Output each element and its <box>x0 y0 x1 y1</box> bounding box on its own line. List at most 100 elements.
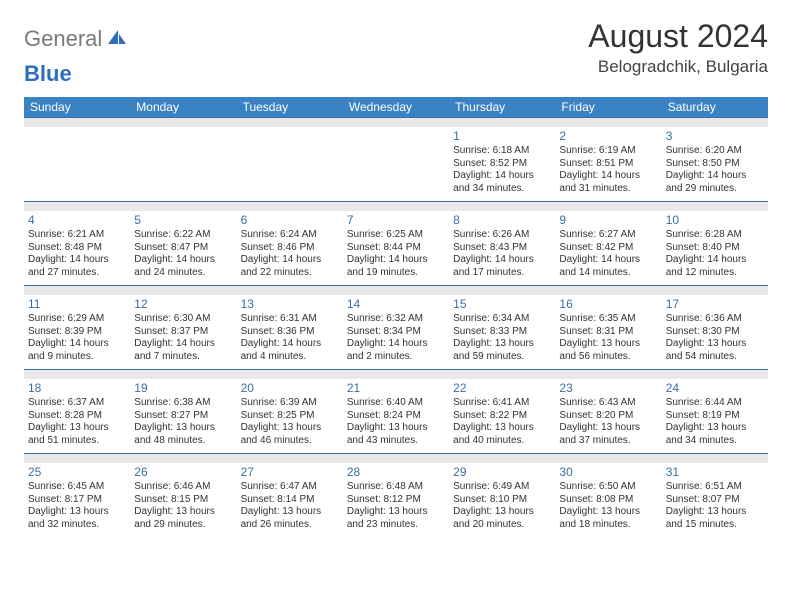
daylight-text: and 7 minutes. <box>134 351 232 364</box>
logo: General <box>24 26 130 52</box>
sunset-text: Sunset: 8:15 PM <box>134 494 232 507</box>
day-number: 30 <box>559 465 657 480</box>
day-number: 12 <box>134 297 232 312</box>
day-number: 17 <box>666 297 764 312</box>
day-number: 4 <box>28 213 126 228</box>
sunrise-text: Sunrise: 6:30 AM <box>134 313 232 326</box>
day-cell: 26Sunrise: 6:46 AMSunset: 8:15 PMDayligh… <box>130 463 236 537</box>
day-header: Friday <box>555 97 661 117</box>
sunset-text: Sunset: 8:27 PM <box>134 410 232 423</box>
sunrise-text: Sunrise: 6:36 AM <box>666 313 764 326</box>
sunset-text: Sunset: 8:07 PM <box>666 494 764 507</box>
day-number: 8 <box>453 213 551 228</box>
day-cell: 15Sunrise: 6:34 AMSunset: 8:33 PMDayligh… <box>449 295 555 369</box>
day-cell: 14Sunrise: 6:32 AMSunset: 8:34 PMDayligh… <box>343 295 449 369</box>
sunset-text: Sunset: 8:30 PM <box>666 326 764 339</box>
sunset-text: Sunset: 8:17 PM <box>28 494 126 507</box>
day-cell: 20Sunrise: 6:39 AMSunset: 8:25 PMDayligh… <box>237 379 343 453</box>
sunrise-text: Sunrise: 6:24 AM <box>241 229 339 242</box>
day-number: 20 <box>241 381 339 396</box>
day-number: 21 <box>347 381 445 396</box>
day-cell: 4Sunrise: 6:21 AMSunset: 8:48 PMDaylight… <box>24 211 130 285</box>
daylight-text: and 34 minutes. <box>666 435 764 448</box>
empty-day <box>343 127 449 201</box>
sunset-text: Sunset: 8:48 PM <box>28 242 126 255</box>
day-header: Tuesday <box>237 97 343 117</box>
day-cell: 13Sunrise: 6:31 AMSunset: 8:36 PMDayligh… <box>237 295 343 369</box>
daylight-text: Daylight: 13 hours <box>241 422 339 435</box>
sunset-text: Sunset: 8:31 PM <box>559 326 657 339</box>
day-cell: 21Sunrise: 6:40 AMSunset: 8:24 PMDayligh… <box>343 379 449 453</box>
day-number: 31 <box>666 465 764 480</box>
sunset-text: Sunset: 8:52 PM <box>453 158 551 171</box>
day-number: 7 <box>347 213 445 228</box>
sunset-text: Sunset: 8:51 PM <box>559 158 657 171</box>
daylight-text: Daylight: 14 hours <box>559 170 657 183</box>
title-block: August 2024 Belogradchik, Bulgaria <box>588 18 768 77</box>
sunrise-text: Sunrise: 6:22 AM <box>134 229 232 242</box>
day-cell: 17Sunrise: 6:36 AMSunset: 8:30 PMDayligh… <box>662 295 768 369</box>
daylight-text: Daylight: 13 hours <box>347 422 445 435</box>
daylight-text: Daylight: 13 hours <box>666 422 764 435</box>
week-separator <box>24 453 768 463</box>
daylight-text: and 40 minutes. <box>453 435 551 448</box>
daylight-text: and 22 minutes. <box>241 267 339 280</box>
sunset-text: Sunset: 8:50 PM <box>666 158 764 171</box>
day-number: 18 <box>28 381 126 396</box>
daylight-text: and 9 minutes. <box>28 351 126 364</box>
sunset-text: Sunset: 8:08 PM <box>559 494 657 507</box>
daylight-text: Daylight: 13 hours <box>666 338 764 351</box>
day-number: 15 <box>453 297 551 312</box>
day-number: 9 <box>559 213 657 228</box>
day-number: 28 <box>347 465 445 480</box>
sunset-text: Sunset: 8:46 PM <box>241 242 339 255</box>
sunset-text: Sunset: 8:47 PM <box>134 242 232 255</box>
sunrise-text: Sunrise: 6:25 AM <box>347 229 445 242</box>
day-header: Thursday <box>449 97 555 117</box>
month-title: August 2024 <box>588 18 768 55</box>
daylight-text: and 18 minutes. <box>559 519 657 532</box>
sunset-text: Sunset: 8:28 PM <box>28 410 126 423</box>
sunset-text: Sunset: 8:36 PM <box>241 326 339 339</box>
day-number: 3 <box>666 129 764 144</box>
daylight-text: Daylight: 13 hours <box>453 338 551 351</box>
sunrise-text: Sunrise: 6:44 AM <box>666 397 764 410</box>
sunset-text: Sunset: 8:24 PM <box>347 410 445 423</box>
sunset-text: Sunset: 8:10 PM <box>453 494 551 507</box>
sunrise-text: Sunrise: 6:39 AM <box>241 397 339 410</box>
day-number: 23 <box>559 381 657 396</box>
daylight-text: Daylight: 13 hours <box>347 506 445 519</box>
calendar-day-headers: SundayMondayTuesdayWednesdayThursdayFrid… <box>24 97 768 117</box>
sunset-text: Sunset: 8:25 PM <box>241 410 339 423</box>
daylight-text: Daylight: 14 hours <box>241 254 339 267</box>
sunrise-text: Sunrise: 6:18 AM <box>453 145 551 158</box>
daylight-text: Daylight: 14 hours <box>28 338 126 351</box>
daylight-text: Daylight: 14 hours <box>666 254 764 267</box>
week-row: 18Sunrise: 6:37 AMSunset: 8:28 PMDayligh… <box>24 379 768 453</box>
week-row: 25Sunrise: 6:45 AMSunset: 8:17 PMDayligh… <box>24 463 768 537</box>
location: Belogradchik, Bulgaria <box>588 57 768 77</box>
daylight-text: and 37 minutes. <box>559 435 657 448</box>
day-cell: 12Sunrise: 6:30 AMSunset: 8:37 PMDayligh… <box>130 295 236 369</box>
sunrise-text: Sunrise: 6:31 AM <box>241 313 339 326</box>
sunrise-text: Sunrise: 6:34 AM <box>453 313 551 326</box>
day-number: 24 <box>666 381 764 396</box>
sunrise-text: Sunrise: 6:20 AM <box>666 145 764 158</box>
day-number: 6 <box>241 213 339 228</box>
daylight-text: Daylight: 13 hours <box>134 422 232 435</box>
logo-text-blue: Blue <box>24 61 72 87</box>
day-number: 5 <box>134 213 232 228</box>
day-number: 2 <box>559 129 657 144</box>
daylight-text: Daylight: 14 hours <box>347 254 445 267</box>
sunset-text: Sunset: 8:43 PM <box>453 242 551 255</box>
day-number: 19 <box>134 381 232 396</box>
day-header: Saturday <box>662 97 768 117</box>
sunrise-text: Sunrise: 6:32 AM <box>347 313 445 326</box>
sunset-text: Sunset: 8:40 PM <box>666 242 764 255</box>
sunrise-text: Sunrise: 6:19 AM <box>559 145 657 158</box>
daylight-text: Daylight: 14 hours <box>559 254 657 267</box>
sunrise-text: Sunrise: 6:47 AM <box>241 481 339 494</box>
week-row: 1Sunrise: 6:18 AMSunset: 8:52 PMDaylight… <box>24 127 768 201</box>
sunrise-text: Sunrise: 6:41 AM <box>453 397 551 410</box>
daylight-text: Daylight: 13 hours <box>28 422 126 435</box>
